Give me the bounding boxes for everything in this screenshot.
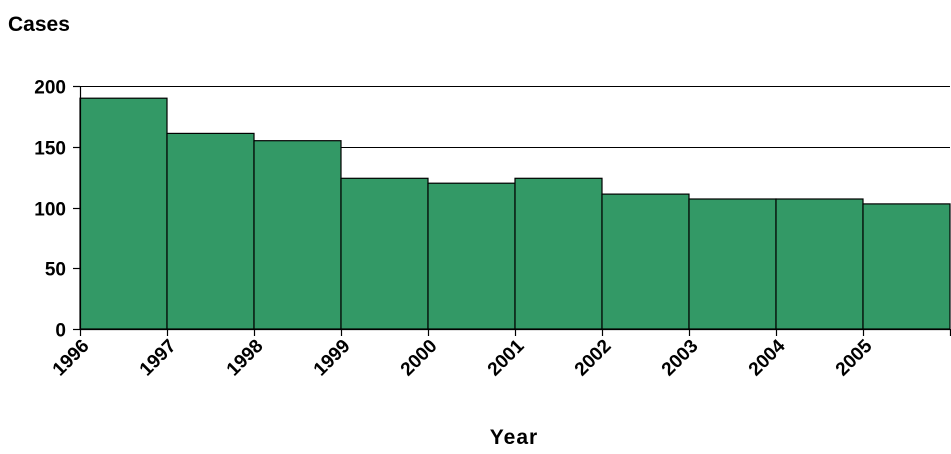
x-axis-title: Year <box>490 426 538 449</box>
y-axis-title: Cases <box>8 13 70 36</box>
bars <box>79 97 951 330</box>
bar-2003 <box>688 198 777 330</box>
y-tick-label: 100 <box>34 200 66 221</box>
x-tick-label: 2003 <box>658 336 703 381</box>
x-tick-label: 2000 <box>397 336 442 381</box>
y-tick-label: 150 <box>34 139 66 160</box>
x-tick-label: 1999 <box>310 336 355 381</box>
x-tick-label: 2001 <box>484 335 529 380</box>
x-tick-label: 2005 <box>832 335 877 380</box>
bar-1997 <box>166 132 255 330</box>
y-tick-label: 200 <box>34 78 66 99</box>
x-tick-label: 2004 <box>745 335 790 380</box>
bar-1999 <box>340 177 429 330</box>
bar-1998 <box>253 140 342 330</box>
bar-2005 <box>862 203 951 330</box>
y-tick-label: 50 <box>45 260 66 281</box>
bar-2001 <box>514 177 603 330</box>
bar-2004 <box>775 198 864 330</box>
bar-1996 <box>79 97 168 330</box>
bar-2000 <box>427 182 516 330</box>
x-tick-label: 1998 <box>223 336 268 381</box>
x-axis-ticks: 1996 1997 1998 1999 2000 2001 2002 2003 2004 2005 <box>49 329 951 380</box>
bar-2002 <box>601 193 690 330</box>
x-tick-label: 1996 <box>49 336 94 381</box>
y-tick-label: 0 <box>55 321 66 342</box>
y-axis-ticks: 0 50 100 150 200 <box>34 78 80 342</box>
x-tick-label: 2002 <box>571 336 616 381</box>
x-tick-label: 1997 <box>136 336 181 381</box>
